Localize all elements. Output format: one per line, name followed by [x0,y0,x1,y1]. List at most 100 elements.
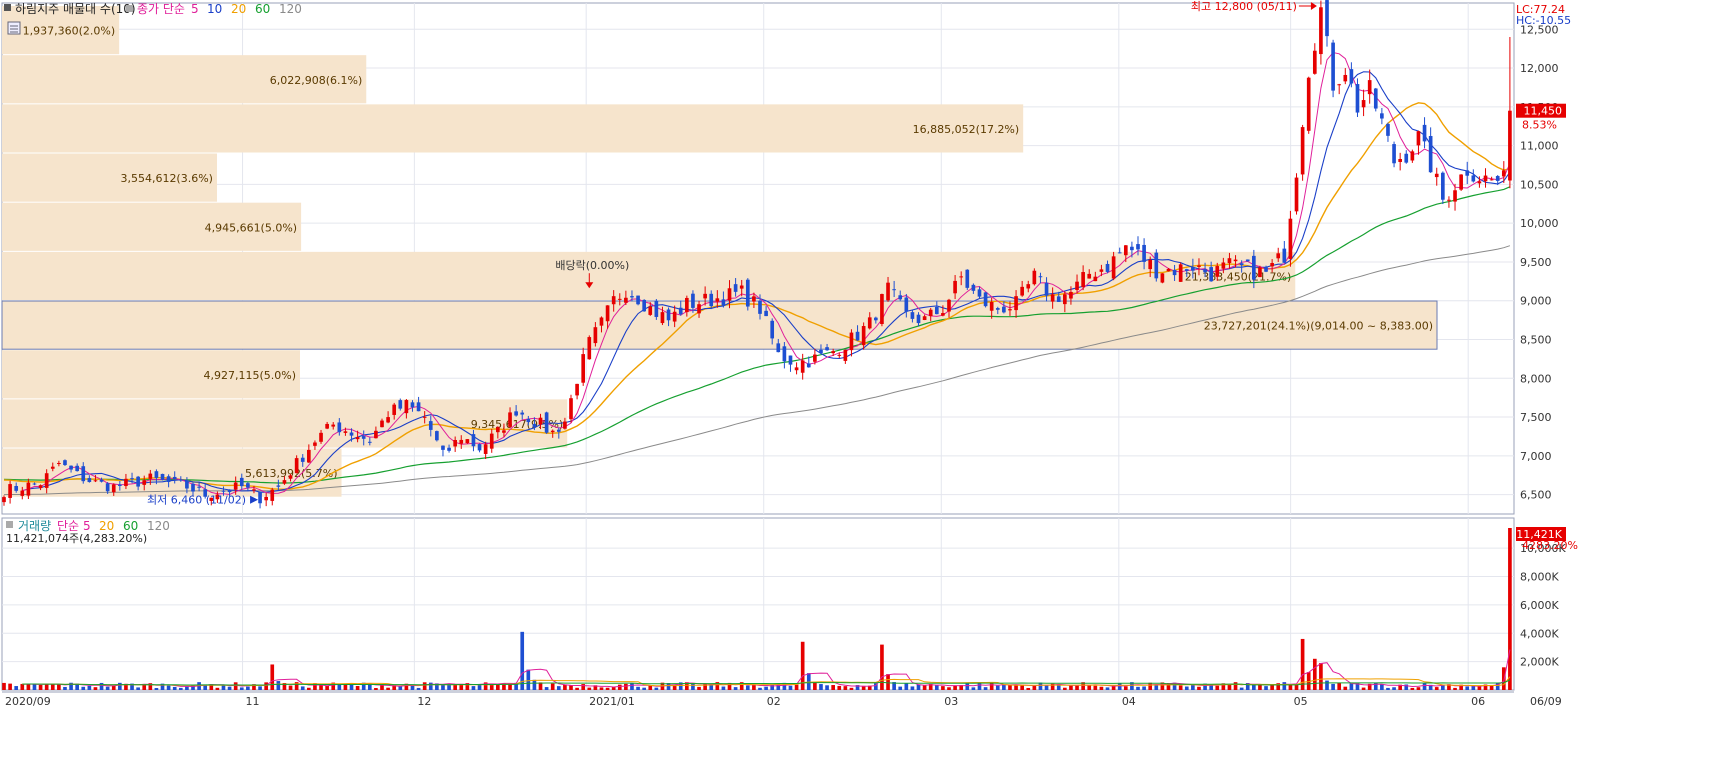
candle[interactable] [861,326,866,346]
volume-bar[interactable] [599,687,604,690]
candle[interactable] [160,473,165,480]
candle[interactable] [727,288,732,301]
candle[interactable] [105,483,110,492]
volume-bar[interactable] [575,687,579,690]
volume-bar[interactable] [508,683,512,690]
candle[interactable] [63,460,67,466]
volume-bar[interactable] [1306,672,1311,690]
candle[interactable] [50,466,55,469]
volume-bar[interactable] [447,684,451,690]
candle[interactable] [691,293,695,308]
candle[interactable] [270,489,275,501]
candle[interactable] [197,486,201,488]
volume-bar[interactable] [1373,683,1378,690]
candle[interactable] [483,444,488,454]
volume-bar[interactable] [1178,685,1183,690]
volume-bar[interactable] [995,685,1000,690]
volume-bar[interactable] [709,684,714,690]
candle[interactable] [1294,177,1299,212]
candle[interactable] [227,489,232,493]
candle[interactable] [813,354,817,362]
candle[interactable] [1038,276,1043,278]
volume-bar[interactable] [1130,682,1134,690]
candle[interactable] [1245,259,1250,262]
volume-bar[interactable] [630,683,634,690]
volume-bar[interactable] [1245,683,1250,690]
candle[interactable] [1008,309,1012,311]
volume-bar[interactable] [26,683,31,690]
candle[interactable] [44,473,49,488]
candle[interactable] [1306,77,1311,131]
volume-bar[interactable] [977,683,982,690]
volume-bar[interactable] [867,685,872,690]
candle[interactable] [57,463,61,465]
candle[interactable] [264,496,268,501]
volume-bar[interactable] [715,682,720,690]
candle[interactable] [587,337,592,360]
volume-bar[interactable] [1050,683,1055,690]
candle[interactable] [2,497,6,503]
volume-bar[interactable] [428,682,433,690]
candle[interactable] [392,404,397,415]
candle[interactable] [294,458,299,474]
volume-bar[interactable] [764,686,768,690]
candle[interactable] [642,299,646,312]
candle[interactable] [422,416,427,418]
candle[interactable] [855,331,860,341]
candle[interactable] [38,485,43,489]
volume-bar[interactable] [831,685,835,690]
volume-bar[interactable] [1410,687,1415,690]
candle[interactable] [794,367,799,371]
candle[interactable] [1239,263,1244,266]
candle[interactable] [215,494,220,500]
volume-bar[interactable] [556,686,561,690]
candle[interactable] [1154,252,1159,279]
candle[interactable] [1099,269,1104,272]
candle[interactable] [581,354,586,383]
candle[interactable] [770,320,775,339]
candle[interactable] [477,444,482,451]
volume-bar[interactable] [1154,684,1159,690]
volume-bar[interactable] [819,684,823,690]
volume-bar[interactable] [239,687,244,690]
candle[interactable] [1501,170,1506,177]
candle[interactable] [1465,170,1470,176]
volume-bar[interactable] [1123,686,1128,690]
volume-bar[interactable] [928,683,933,690]
volume-bar[interactable] [1453,687,1457,690]
candle[interactable] [428,421,433,430]
candle[interactable] [361,436,366,439]
candle[interactable] [1032,270,1037,285]
volume-bar[interactable] [1002,684,1006,690]
volume-bar[interactable] [44,684,49,690]
candle[interactable] [1380,113,1384,119]
volume-bar[interactable] [855,685,860,690]
candle[interactable] [916,314,921,324]
volume-bar[interactable] [1172,682,1177,690]
volume-bar[interactable] [1258,684,1262,690]
volume-bar[interactable] [1081,682,1085,690]
volume-bar[interactable] [965,683,970,690]
volume-bar[interactable] [989,682,994,690]
candle[interactable] [367,441,372,443]
candle[interactable] [233,482,238,490]
volume-bar[interactable] [1477,685,1482,690]
candle[interactable] [221,490,226,492]
volume-bar[interactable] [1056,685,1061,690]
volume-bar[interactable] [246,686,250,690]
volume-bar[interactable] [264,682,268,690]
candle[interactable] [788,355,793,365]
volume-bar[interactable] [941,686,945,690]
candle[interactable] [752,296,756,302]
volume-bar[interactable] [1288,684,1293,690]
volume-bar[interactable] [1447,684,1451,690]
candle[interactable] [819,349,823,354]
volume-bar[interactable] [209,684,214,690]
candle[interactable] [191,483,195,492]
volume-bar[interactable] [587,687,592,690]
candle[interactable] [14,485,19,491]
candle[interactable] [282,480,287,484]
volume-bar[interactable] [349,684,354,690]
candle[interactable] [1050,294,1055,302]
volume-bar[interactable] [934,685,939,690]
